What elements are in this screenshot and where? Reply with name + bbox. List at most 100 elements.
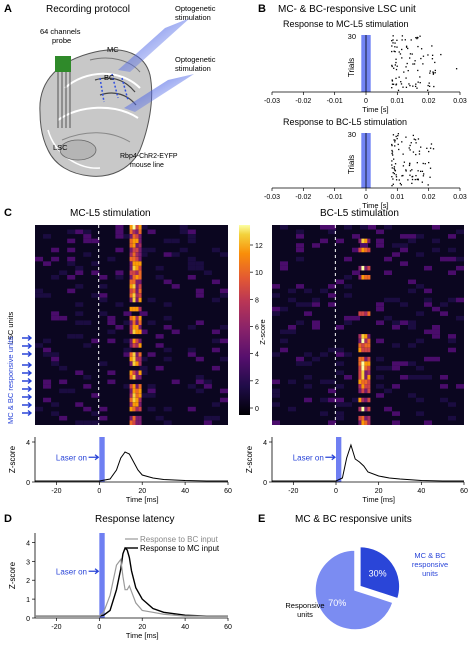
heatmap-cell [91,261,100,266]
heatmap-cell [132,261,136,266]
heatmap-cell [195,379,204,385]
spike [396,65,398,67]
heatmap-cell [195,293,204,298]
heatmap-cell [272,284,280,289]
heatmap-cell [320,379,328,385]
heatmap-cell [129,315,133,321]
heatmap-cell [344,375,352,380]
heatmap-cell [147,406,156,412]
spike [413,63,416,65]
heatmap-cell [440,311,448,316]
x-tick-label: 0 [364,194,368,201]
heatmap-cell [361,238,365,244]
series-line [35,546,228,617]
heatmap-cell [129,406,133,412]
heatmap-cell [358,406,362,412]
heatmap-cell [392,243,400,248]
spike [414,85,417,88]
heatmap-cell [344,225,352,230]
heatmap-cell [91,293,100,298]
heatmap-cell [83,320,92,325]
heatmap-cell [376,320,384,325]
heatmap-cell [364,397,368,403]
spike [392,134,395,136]
heatmap-cell [364,356,368,362]
spike [396,46,398,48]
heatmap-cell [448,347,456,353]
spike [401,175,403,177]
arrow-icon [22,377,33,385]
heatmap-cell [135,402,139,407]
heatmap-cell [364,265,368,271]
spike [391,80,394,82]
panel-c-letter: C [4,207,12,219]
spike [411,53,413,55]
pie-label-resp-3: units [422,569,438,578]
heatmap-cell [135,361,139,366]
spike [426,147,428,149]
heatmap-cell [135,247,139,253]
heatmap-cell [132,402,136,407]
x-tick-label: 20 [375,488,383,495]
heatmap-cell [367,265,371,271]
heatmap-cell [448,247,456,253]
heatmap-cell [163,279,172,285]
heatmap-cell [129,415,133,421]
heatmap-cell [408,320,416,325]
heatmap-cell [107,379,116,385]
heatmap-cell [132,370,136,375]
heatmap-cell [360,225,368,230]
heatmap-cell [163,238,172,244]
panel-e-title: MC & BC responsive units [295,514,412,525]
heatmap-cell [384,406,392,412]
spike [415,37,417,39]
spike [395,174,397,176]
spike [417,69,419,72]
heatmap-cell [135,229,139,235]
heatmap-cell [364,406,368,412]
heatmap-cell [129,293,133,298]
spike [427,184,429,186]
heatmap-cell [288,406,296,412]
heatmap-cell [83,384,92,389]
heatmap-cell [129,370,133,375]
bc-label: BC [104,73,115,82]
heatmap-cell [135,252,139,257]
spike [401,57,403,59]
x-tick-label: 0 [97,488,101,495]
spike [408,164,411,167]
heatmap-cell [135,393,139,398]
spike [396,39,398,41]
x-axis-label: Time [ms] [362,495,395,504]
lsc-units-label: LSC units [6,311,15,344]
heatmap-cell [296,256,304,262]
panel-d-title: Response latency [95,514,175,525]
heatmap-cell [179,225,188,230]
heatmap-cell [392,297,400,303]
psth-trace: -20 0 20 40 60 0 4 Time [ms] Z-score Laser on [8,437,232,504]
heatmap-cell [280,225,288,230]
psth-trace: -20 0 20 40 60 0 4 Time [ms] Z-score Laser on [245,437,468,504]
spike [455,68,458,70]
heatmap-cell [135,397,139,403]
x-tick-label: 0.01 [391,194,405,201]
spike [428,161,430,164]
heatmap-cell [138,252,142,257]
heatmap-cell [211,297,220,303]
heatmap-cell [376,338,384,344]
heatmap-cell [360,243,368,248]
heatmap-cell [75,334,84,339]
heatmap-cell [336,352,344,357]
heatmap-cell [336,397,344,403]
spike [391,160,393,162]
heatmap-cell [132,306,136,312]
heatmap-cell [138,225,142,230]
spike [424,163,426,165]
heatmap-cell [135,261,139,266]
heatmap-cell [138,270,142,275]
heatmap-cell [67,238,76,244]
heatmap-cell [361,370,365,375]
heatmap-cell [361,384,365,389]
mouse-line-1: Rbp4-ChR2-EYFP [120,153,178,160]
heatmap-cell [129,238,133,244]
